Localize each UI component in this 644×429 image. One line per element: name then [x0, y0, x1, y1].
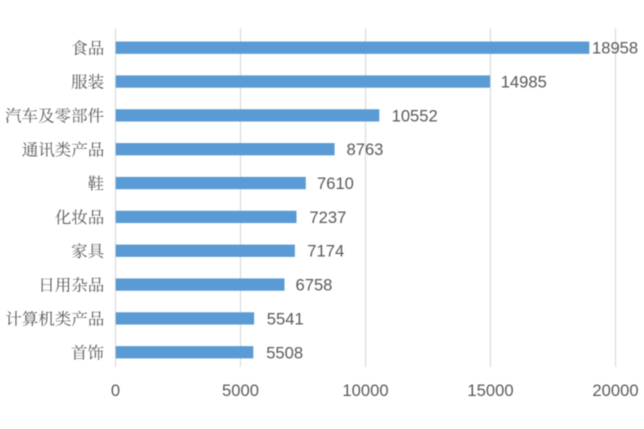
svg-text:7174: 7174	[307, 242, 344, 261]
svg-text:7610: 7610	[317, 174, 354, 193]
svg-text:14985: 14985	[501, 73, 547, 92]
svg-text:5000: 5000	[222, 381, 259, 400]
svg-text:7237: 7237	[309, 208, 346, 227]
svg-text:10552: 10552	[392, 106, 438, 125]
svg-text:18958: 18958	[592, 39, 638, 58]
svg-text:10000: 10000	[342, 381, 388, 400]
svg-text:0: 0	[111, 381, 120, 400]
svg-text:6758: 6758	[296, 276, 333, 295]
svg-text:20000: 20000	[592, 381, 638, 400]
svg-text:15000: 15000	[467, 381, 513, 400]
svg-text:8763: 8763	[347, 140, 384, 159]
svg-text:5541: 5541	[267, 309, 304, 328]
svg-text:5508: 5508	[266, 343, 303, 362]
